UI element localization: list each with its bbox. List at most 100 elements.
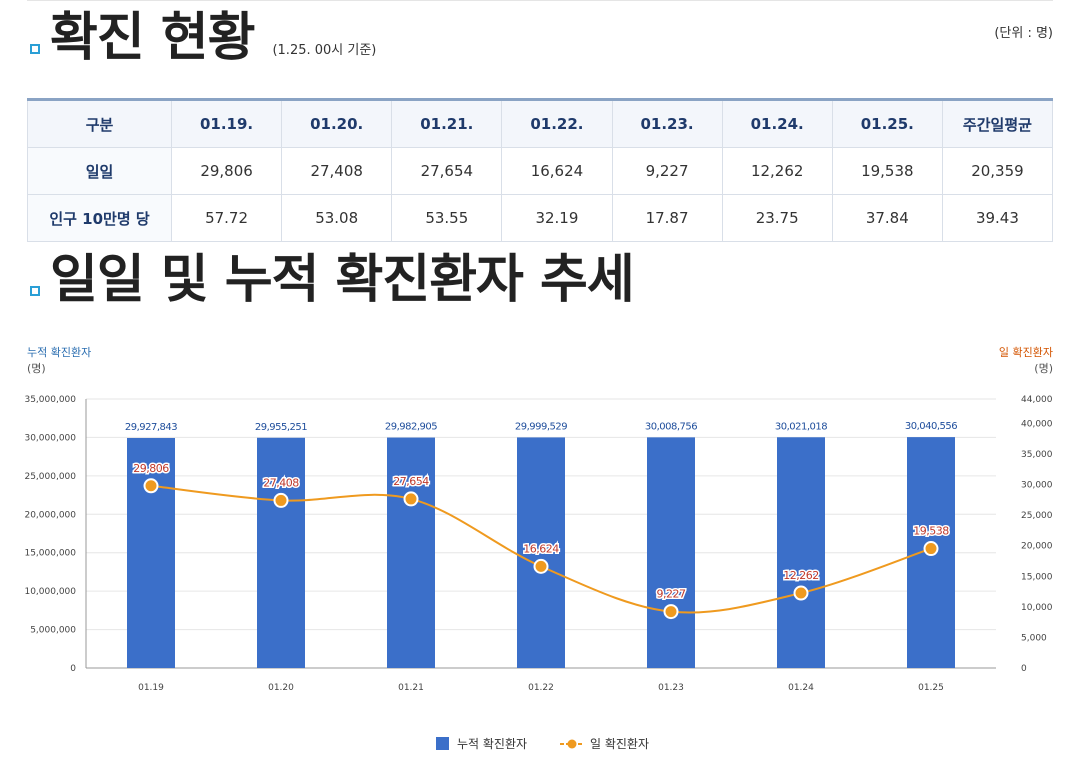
bar-data-label: 29,927,843	[125, 422, 177, 433]
section-bullet-icon	[30, 286, 40, 296]
line-data-label: 16,624	[523, 542, 559, 555]
table-cell: 53.08	[281, 194, 393, 242]
bar	[257, 437, 305, 668]
table-cell: 27,654	[391, 147, 503, 195]
line-data-label: 27,408	[263, 476, 299, 489]
status-section-subtitle: (1.25. 00시 기준)	[272, 43, 377, 58]
x-tick-label: 01.23	[658, 683, 684, 693]
right-tick-label: 44,000	[1021, 395, 1053, 405]
left-tick-label: 20,000,000	[24, 510, 76, 520]
line-data-label: 27,654	[393, 475, 429, 488]
legend-line-marker	[567, 739, 577, 749]
left-tick-label: 30,000,000	[24, 433, 76, 443]
table-row-daily: 일일 29,806 27,408 27,654 16,624 9,227 12,…	[27, 147, 1054, 195]
left-tick-label: 15,000,000	[24, 549, 76, 559]
table-header-cell: 구분	[27, 98, 172, 148]
bar-data-label: 30,021,018	[775, 421, 827, 432]
right-tick-label: 5,000	[1021, 633, 1047, 643]
table-header-cell: 01.25.	[831, 98, 943, 148]
right-tick-label: 15,000	[1021, 572, 1053, 582]
status-section-title: 확진 현황	[50, 8, 255, 68]
bar	[647, 437, 695, 668]
table-cell: 9,227	[611, 147, 723, 195]
bar-data-label: 29,955,251	[255, 422, 307, 433]
bar	[127, 437, 175, 668]
table-cell: 16,624	[501, 147, 613, 195]
right-tick-label: 10,000	[1021, 603, 1053, 613]
table-cell: 29,806	[170, 147, 283, 195]
left-tick-label: 25,000,000	[24, 472, 76, 482]
bar	[517, 437, 565, 668]
line-data-label: 19,538	[913, 525, 949, 538]
x-tick-label: 01.20	[268, 683, 294, 693]
table-header-cell: 01.22.	[501, 98, 613, 148]
table-cell: 32.19	[501, 194, 613, 242]
line-point	[533, 558, 549, 574]
table-cell: 57.72	[170, 194, 283, 242]
legend-bar-swatch	[436, 737, 449, 750]
table-row-label: 인구 10만명 당	[27, 194, 172, 242]
trend-chart: 누적 확진환자 (명) 일 확진환자 (명) 0 5,000,000 10,000,000 1…	[24, 345, 1053, 751]
top-divider	[27, 0, 1053, 1]
table-cell: 39.43	[941, 194, 1054, 242]
table-header-cell: 01.20.	[281, 98, 393, 148]
table-cell: 17.87	[611, 194, 723, 242]
line-data-label: 29,806	[133, 462, 169, 475]
line-point	[663, 604, 679, 620]
line-point	[143, 478, 159, 494]
bar	[387, 437, 435, 668]
right-axis-title: 일 확진환자	[999, 345, 1053, 359]
line-point	[403, 491, 419, 507]
table-cell: 12,262	[721, 147, 833, 195]
table-row-label: 일일	[27, 147, 172, 195]
x-tick-label: 01.21	[398, 683, 424, 693]
left-axis-unit: (명)	[27, 362, 46, 375]
left-tick-label: 5,000,000	[30, 626, 76, 636]
right-tick-label: 20,000	[1021, 542, 1053, 552]
unit-label: (단위 : 명)	[994, 26, 1053, 41]
status-section-header: 확진 현황 (1.25. 00시 기준)	[30, 12, 376, 64]
legend-bar-label: 누적 확진환자	[457, 737, 527, 751]
summary-table: 구분 01.19. 01.20. 01.21. 01.22. 01.23. 01…	[27, 98, 1054, 242]
x-tick-label: 01.24	[788, 683, 814, 693]
table-cell: 19,538	[831, 147, 943, 195]
legend-line-label: 일 확진환자	[590, 737, 649, 751]
right-tick-label: 25,000	[1021, 511, 1053, 521]
bar-data-label: 29,982,905	[385, 422, 437, 433]
bar-data-label: 29,999,529	[515, 421, 567, 432]
table-header-row: 구분 01.19. 01.20. 01.21. 01.22. 01.23. 01…	[27, 98, 1054, 148]
line-point	[273, 492, 289, 508]
table-cell: 23.75	[721, 194, 833, 242]
bar	[777, 437, 825, 668]
line-data-label: 9,227	[657, 588, 686, 601]
table-cell: 37.84	[831, 194, 943, 242]
x-tick-label: 01.19	[138, 683, 164, 693]
left-tick-label: 35,000,000	[24, 395, 76, 405]
line-point	[923, 541, 939, 557]
right-tick-label: 40,000	[1021, 419, 1053, 429]
x-tick-label: 01.22	[528, 683, 554, 693]
right-tick-label: 35,000	[1021, 450, 1053, 460]
section-bullet-icon	[30, 44, 40, 54]
right-tick-label: 30,000	[1021, 481, 1053, 491]
table-header-cell: 주간일평균	[941, 98, 1054, 148]
table-cell: 20,359	[941, 147, 1054, 195]
trend-section-header: 일일 및 누적 확진환자 추세	[30, 254, 635, 306]
table-header-cell: 01.24.	[721, 98, 833, 148]
line-point	[793, 585, 809, 601]
bar-data-label: 30,008,756	[645, 421, 697, 432]
table-header-cell: 01.23.	[611, 98, 723, 148]
x-tick-label: 01.25	[918, 683, 944, 693]
left-tick-label: 10,000,000	[24, 587, 76, 597]
left-tick-label: 0	[70, 664, 76, 674]
table-row-per-100k: 인구 10만명 당 57.72 53.08 53.55 32.19 17.87 …	[27, 194, 1054, 242]
table-cell: 53.55	[391, 194, 503, 242]
table-cell: 27,408	[281, 147, 393, 195]
left-axis-title: 누적 확진환자	[27, 346, 91, 359]
right-axis-unit: (명)	[1034, 362, 1053, 375]
bar-data-label: 30,040,556	[905, 421, 957, 432]
table-header-cell: 01.21.	[391, 98, 503, 148]
line-data-label: 12,262	[783, 569, 819, 582]
table-header-cell: 01.19.	[170, 98, 283, 148]
right-tick-label: 0	[1021, 664, 1027, 674]
